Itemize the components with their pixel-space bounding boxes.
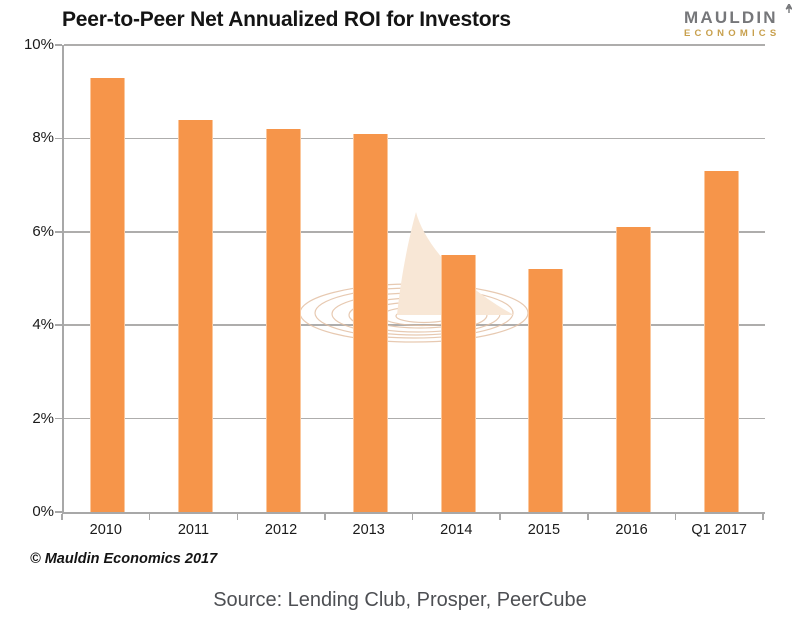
bar-2015 (528, 269, 564, 512)
x-axis-label-2012: 2012 (264, 522, 298, 538)
y-axis-label-0: 0% (32, 503, 54, 520)
x-axis-tick (674, 514, 677, 520)
x-axis-tick (324, 514, 326, 520)
x-axis-label-2013: 2013 (352, 522, 385, 538)
gridline-2 (64, 417, 765, 420)
y-axis-tick (55, 511, 62, 513)
bar-2010 (90, 77, 126, 512)
x-axis-tick (236, 514, 238, 520)
shark-fin-shape (397, 212, 514, 315)
bar-2012 (265, 129, 301, 512)
source-text: Source: Lending Club, Prosper, PeerCube (213, 589, 587, 611)
logo-line1: MAULDIN (684, 8, 778, 27)
logo-up-arrow-icon (785, 4, 792, 13)
gridline-8 (64, 137, 765, 140)
x-axis-tick (61, 514, 63, 520)
mauldin-economics-logo: MAULDIN ECONOMICS (684, 4, 792, 40)
x-axis-tick (499, 514, 501, 520)
x-axis-tick (148, 514, 151, 520)
y-axis-label-8: 8% (32, 129, 54, 147)
chart-title: Peer-to-Peer Net Annualized ROI for Inve… (62, 8, 511, 31)
x-axis-tick (762, 514, 764, 520)
y-axis-label-6: 6% (32, 222, 54, 240)
plot-area (62, 44, 765, 514)
x-axis-label-2016: 2016 (615, 522, 648, 538)
bar-2014 (440, 255, 476, 512)
x-axis-tick (587, 514, 589, 520)
y-axis-label-10: 10% (23, 36, 54, 53)
x-axis-label-q1-2017: Q1 2017 (691, 522, 748, 538)
y-axis-tick (55, 417, 62, 420)
bar-2011 (177, 119, 213, 512)
y-axis-label-4: 4% (32, 316, 54, 334)
bar-q1-2017 (703, 171, 739, 512)
x-axis-label-2015: 2015 (527, 522, 561, 538)
y-axis-tick (55, 137, 62, 140)
bar-2016 (616, 227, 652, 512)
y-axis-tick (55, 231, 62, 233)
x-axis-label-2011: 2011 (177, 522, 210, 538)
x-axis-label-2010: 2010 (89, 522, 122, 538)
y-axis-tick (55, 44, 62, 46)
x-axis-label-2014: 2014 (440, 522, 473, 538)
logo-wordmark: MAULDIN (684, 4, 792, 27)
y-axis-tick (55, 324, 62, 326)
logo-line2: ECONOMICS (684, 28, 781, 39)
copyright-text: © Mauldin Economics 2017 (30, 551, 218, 567)
y-axis-label-2: 2% (32, 409, 54, 427)
shark-fin-watermark-icon (299, 212, 529, 343)
gridline-10 (64, 44, 765, 46)
bar-2013 (353, 133, 389, 512)
x-axis-tick (411, 514, 414, 520)
